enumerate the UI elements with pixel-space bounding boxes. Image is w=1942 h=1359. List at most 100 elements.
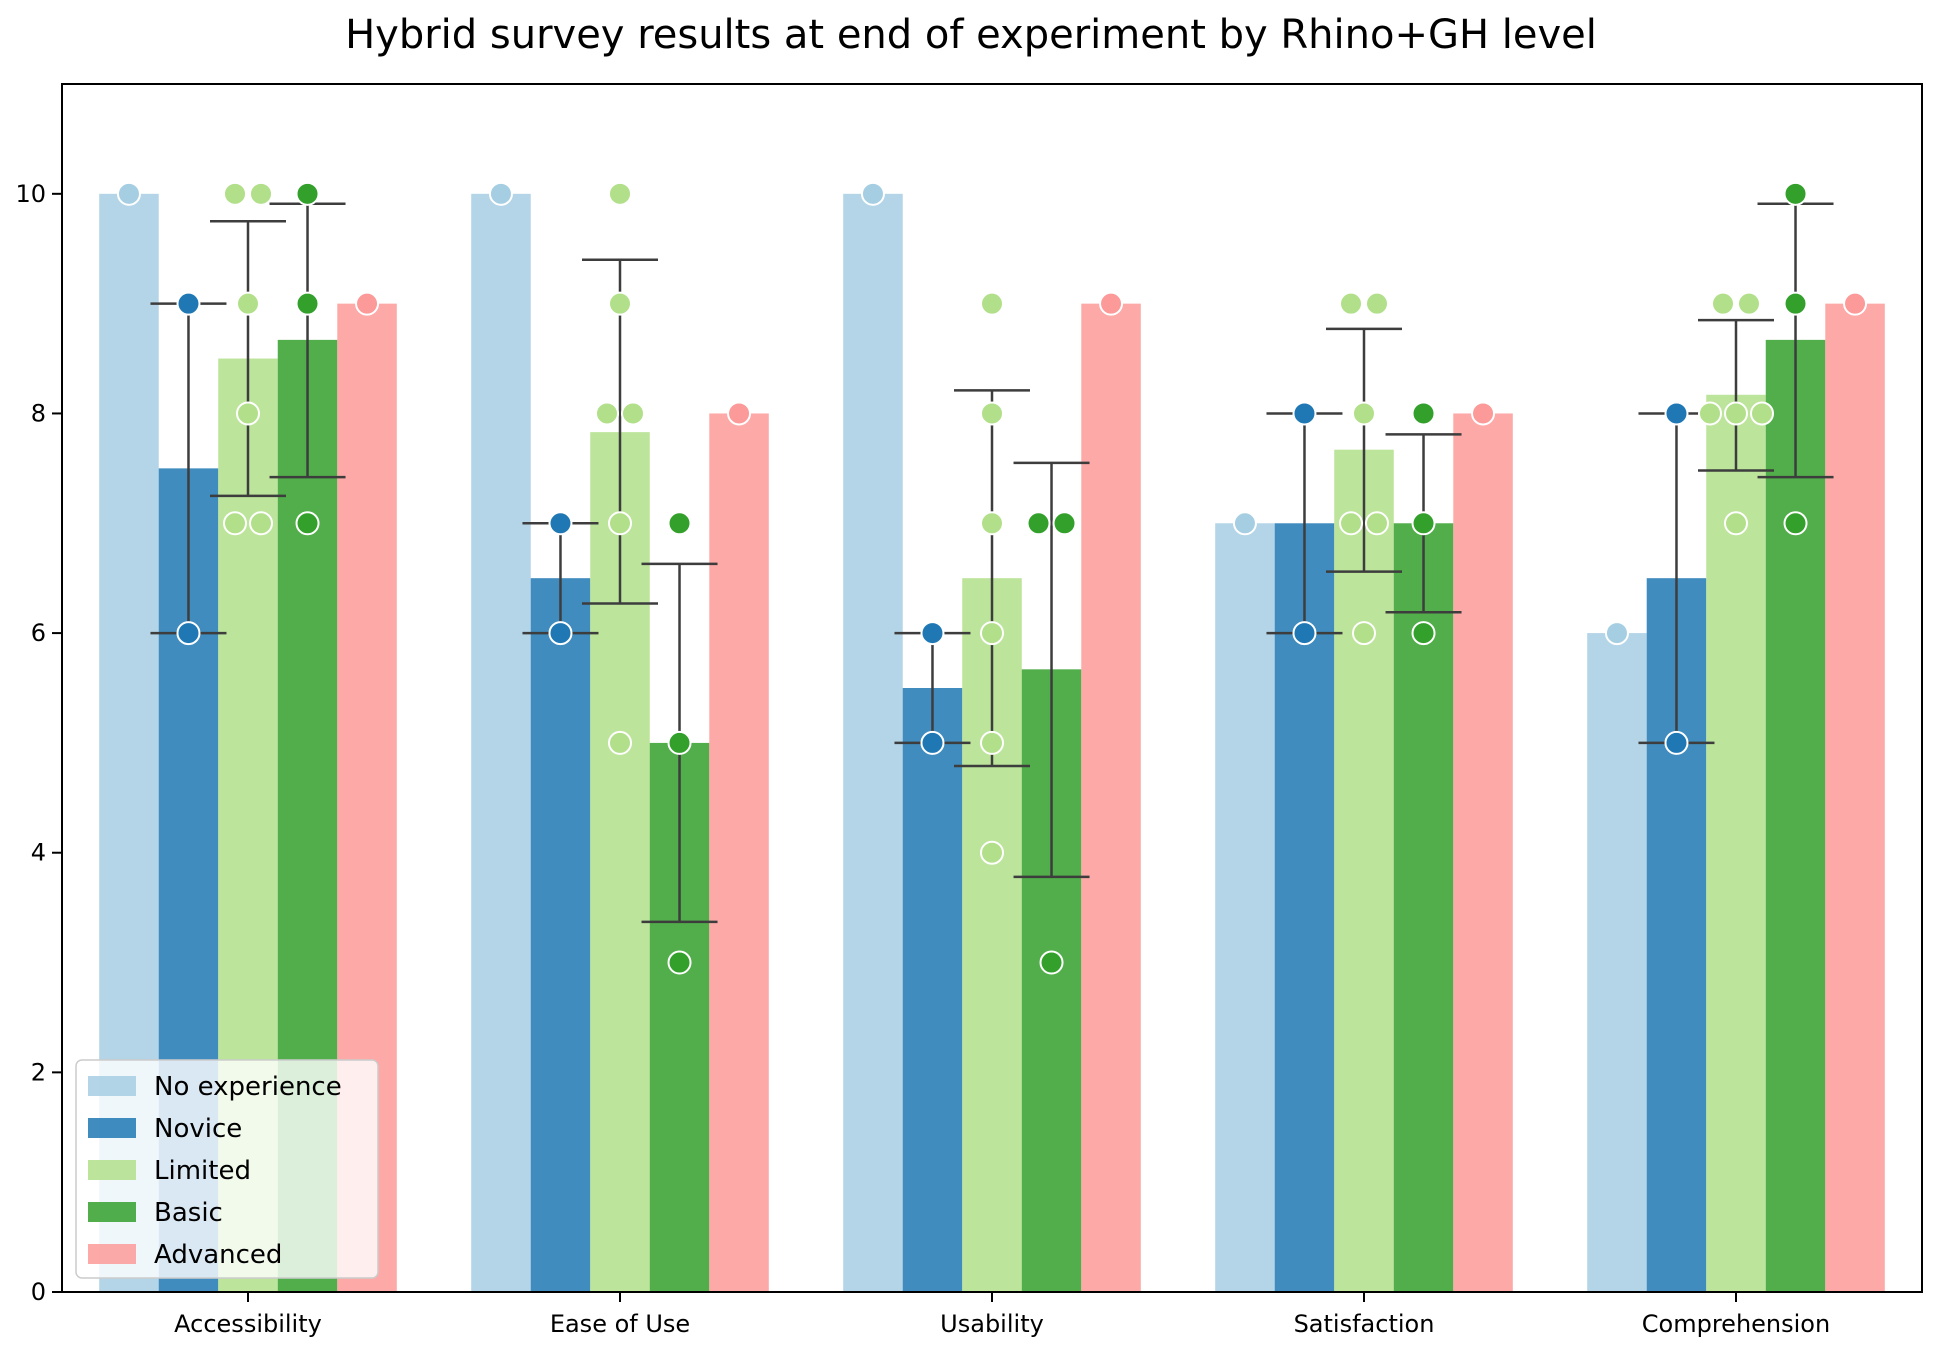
bar	[843, 193, 903, 1293]
data-point	[920, 730, 945, 755]
data-point	[1411, 511, 1436, 536]
bar	[1587, 633, 1647, 1292]
data-point	[608, 511, 632, 536]
bar	[1081, 303, 1141, 1292]
data-point	[116, 181, 141, 206]
data-point	[1724, 401, 1748, 426]
y-tick-label: 4	[31, 839, 46, 867]
data-point	[667, 730, 692, 755]
bar	[1453, 413, 1513, 1292]
data-point	[667, 950, 692, 975]
data-point	[1352, 401, 1376, 426]
data-point	[727, 401, 752, 426]
legend-swatch	[88, 1160, 136, 1180]
x-tick-label: Satisfaction	[1294, 1310, 1435, 1338]
bar	[902, 688, 963, 1292]
y-tick-label: 8	[31, 399, 46, 427]
bar	[471, 193, 531, 1293]
legend-swatch	[88, 1244, 136, 1264]
data-point	[1026, 511, 1051, 536]
data-point	[548, 511, 573, 536]
data-point	[608, 291, 632, 316]
data-point	[1365, 291, 1389, 316]
data-point	[1339, 291, 1363, 316]
y-tick-label: 10	[15, 180, 46, 208]
data-point	[1664, 401, 1689, 426]
data-point	[667, 511, 692, 536]
x-tick-label: Ease of Use	[550, 1310, 690, 1338]
data-point	[1411, 621, 1436, 646]
legend-label: No experience	[154, 1072, 342, 1102]
data-point	[1292, 401, 1317, 426]
data-point	[236, 401, 260, 426]
data-point	[1471, 401, 1496, 426]
data-point	[608, 181, 632, 206]
data-point	[355, 291, 380, 316]
data-point	[236, 291, 260, 316]
data-point	[980, 730, 1004, 755]
bar	[1334, 449, 1394, 1292]
data-point	[295, 511, 320, 536]
legend-label: Advanced	[154, 1240, 282, 1270]
data-point	[920, 621, 945, 646]
y-tick-label: 0	[31, 1278, 46, 1306]
points-layer	[116, 181, 1868, 975]
legend-swatch	[88, 1076, 136, 1096]
data-point	[1783, 181, 1808, 206]
data-point	[1750, 401, 1774, 426]
data-point	[1039, 950, 1064, 975]
data-point	[223, 511, 247, 536]
data-point	[1843, 291, 1868, 316]
data-point	[1737, 291, 1761, 316]
y-axis: 0 2 4 6 8 10	[15, 180, 62, 1306]
bar	[1393, 523, 1454, 1292]
data-point	[1232, 511, 1257, 536]
data-point	[295, 291, 320, 316]
bar	[1765, 339, 1826, 1293]
legend-label: Limited	[154, 1156, 251, 1186]
data-point	[595, 401, 619, 426]
data-point	[1339, 511, 1363, 536]
data-point	[1698, 401, 1722, 426]
legend-swatch	[88, 1118, 136, 1138]
y-tick-label: 2	[31, 1058, 46, 1086]
data-point	[1783, 511, 1808, 536]
legend-swatch	[88, 1202, 136, 1222]
data-point	[1365, 511, 1389, 536]
data-point	[488, 181, 513, 206]
data-point	[1292, 621, 1317, 646]
data-point	[1664, 730, 1689, 755]
x-tick-label: Accessibility	[174, 1310, 322, 1338]
data-point	[548, 621, 573, 646]
data-point	[1411, 401, 1436, 426]
data-point	[608, 730, 632, 755]
data-point	[1099, 291, 1124, 316]
data-point	[1352, 621, 1376, 646]
data-point	[980, 621, 1004, 646]
data-point	[980, 291, 1004, 316]
legend: No experience Novice Limited Basic Advanced	[75, 1059, 379, 1279]
data-point	[249, 511, 273, 536]
x-tick-label: Comprehension	[1642, 1310, 1830, 1338]
legend-box	[75, 1059, 379, 1279]
data-point	[249, 181, 273, 206]
data-point	[860, 181, 885, 206]
legend-label: Novice	[154, 1114, 242, 1144]
data-point	[176, 291, 201, 316]
data-point	[1711, 291, 1735, 316]
x-tick-label: Usability	[940, 1310, 1044, 1338]
bar	[1274, 523, 1335, 1292]
data-point	[295, 181, 320, 206]
data-point	[1052, 511, 1077, 536]
bar	[1215, 523, 1275, 1292]
data-point	[1783, 291, 1808, 316]
bar	[530, 578, 591, 1292]
data-point	[980, 840, 1004, 865]
bars-layer	[99, 193, 1885, 1293]
legend-label: Basic	[154, 1198, 223, 1228]
data-point	[621, 401, 645, 426]
data-point	[1724, 511, 1748, 536]
chart-title: Hybrid survey results at end of experime…	[345, 12, 1597, 58]
y-tick-label: 6	[31, 619, 46, 647]
